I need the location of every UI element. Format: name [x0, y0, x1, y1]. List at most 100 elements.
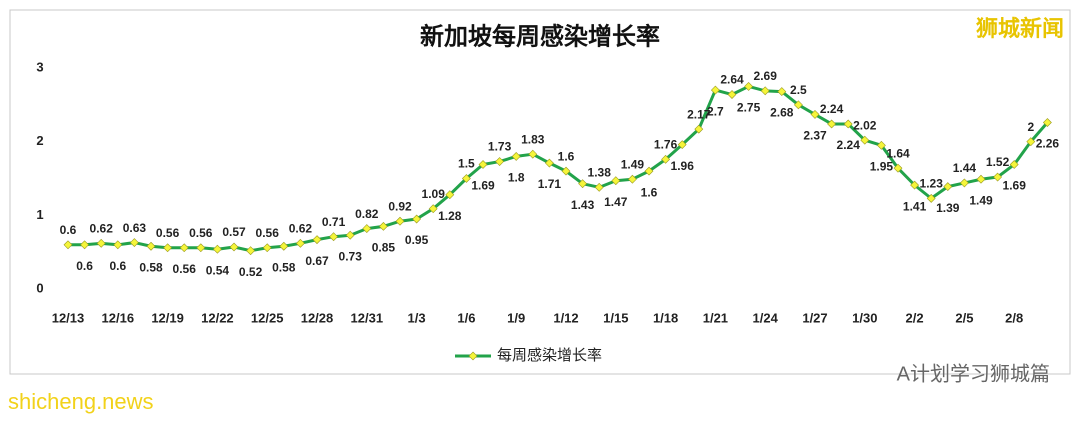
x-tick-label: 1/24	[753, 310, 779, 325]
data-label: 0.56	[189, 226, 213, 240]
watermark: 狮城新闻	[976, 16, 1064, 41]
data-label: 1.49	[621, 157, 645, 171]
data-label: 2.24	[837, 138, 861, 152]
data-label: 2.02	[853, 118, 877, 132]
x-tick-label: 12/16	[102, 310, 135, 325]
data-point	[1026, 137, 1036, 147]
data-label: 1.5	[458, 157, 475, 171]
data-label: 0.63	[123, 221, 147, 235]
data-label: 0.52	[239, 265, 263, 279]
data-point	[561, 166, 571, 176]
data-point	[146, 241, 156, 251]
data-point	[63, 240, 73, 250]
data-label: 2	[1027, 120, 1034, 134]
data-label: 1.52	[986, 155, 1010, 169]
data-point	[80, 240, 90, 250]
legend-marker	[468, 351, 478, 361]
data-point	[279, 241, 289, 251]
y-tick-label: 3	[36, 59, 43, 74]
data-point	[329, 232, 339, 242]
x-tick-label: 1/30	[852, 310, 877, 325]
data-point	[694, 124, 704, 134]
data-point	[196, 243, 206, 253]
data-point	[312, 235, 322, 245]
data-label: 2.17	[687, 107, 711, 121]
data-label: 2.64	[720, 73, 744, 87]
data-label: 0.54	[206, 263, 230, 277]
data-point	[163, 243, 173, 253]
data-label: 1.69	[471, 179, 495, 193]
data-point	[461, 174, 471, 183]
data-label: 2.68	[770, 106, 794, 120]
data-point	[827, 119, 837, 129]
data-label: 1.23	[920, 177, 944, 191]
data-label: 1.47	[604, 195, 628, 209]
data-point	[810, 109, 820, 119]
data-label: 0.92	[388, 199, 412, 213]
data-point	[611, 176, 621, 186]
data-label: 0.58	[139, 260, 163, 274]
data-label: 1.76	[654, 138, 678, 152]
data-point	[129, 238, 139, 248]
data-point	[976, 174, 986, 184]
x-tick-label: 12/25	[251, 310, 284, 325]
chart-title: 新加坡每周感染增长率	[420, 22, 660, 50]
data-point	[710, 85, 720, 95]
data-label: 0.85	[372, 241, 396, 255]
x-tick-label: 12/13	[52, 310, 85, 325]
data-point	[677, 140, 687, 150]
data-point	[893, 163, 903, 173]
x-tick-label: 12/19	[151, 310, 184, 325]
data-label: 1.95	[870, 160, 894, 174]
data-point	[378, 221, 388, 231]
data-label: 1.6	[641, 185, 658, 199]
data-point	[511, 151, 521, 161]
data-point	[179, 243, 189, 253]
watermark: A计划学习狮城篇	[897, 362, 1050, 385]
data-point	[528, 149, 538, 159]
data-label: 1.69	[1003, 179, 1027, 193]
data-point	[412, 214, 422, 224]
data-point	[445, 190, 455, 200]
data-label: 0.62	[289, 221, 313, 235]
data-label: 1.71	[538, 177, 562, 191]
x-tick-label: 1/6	[457, 310, 475, 325]
data-label: 1.41	[903, 199, 927, 213]
data-label: 2.69	[754, 69, 778, 83]
data-label: 0.62	[90, 221, 114, 235]
chart-frame	[9, 9, 1071, 375]
data-point	[843, 119, 853, 129]
data-point	[544, 158, 554, 168]
data-label: 1.64	[886, 146, 910, 160]
data-point	[793, 100, 803, 110]
data-point	[395, 216, 405, 226]
x-tick-label: 12/22	[201, 310, 234, 325]
data-label: 1.09	[422, 187, 446, 201]
data-point	[428, 204, 438, 214]
data-label: 0.67	[305, 254, 329, 268]
data-label: 1.8	[508, 171, 525, 185]
data-label: 0.56	[156, 226, 180, 240]
x-tick-label: 1/3	[408, 310, 426, 325]
data-point	[744, 81, 754, 91]
data-label: 2.75	[737, 101, 761, 115]
data-label: 0.6	[76, 259, 93, 273]
data-label: 2.26	[1036, 137, 1060, 151]
data-point	[578, 179, 588, 189]
data-point	[661, 154, 671, 164]
watermark: shicheng.news	[8, 389, 154, 414]
x-tick-label: 2/8	[1005, 310, 1023, 325]
data-point	[926, 193, 936, 203]
data-label: 0.71	[322, 215, 346, 229]
data-label: 0.57	[222, 225, 246, 239]
data-label: 0.6	[60, 223, 77, 237]
x-tick-label: 1/12	[553, 310, 578, 325]
x-tick-label: 2/2	[906, 310, 924, 325]
data-point	[229, 242, 239, 252]
data-point	[727, 90, 737, 99]
data-label: 0.73	[339, 249, 363, 263]
data-label: 0.56	[256, 226, 280, 240]
data-point	[876, 140, 886, 150]
x-tick-label: 1/9	[507, 310, 525, 325]
